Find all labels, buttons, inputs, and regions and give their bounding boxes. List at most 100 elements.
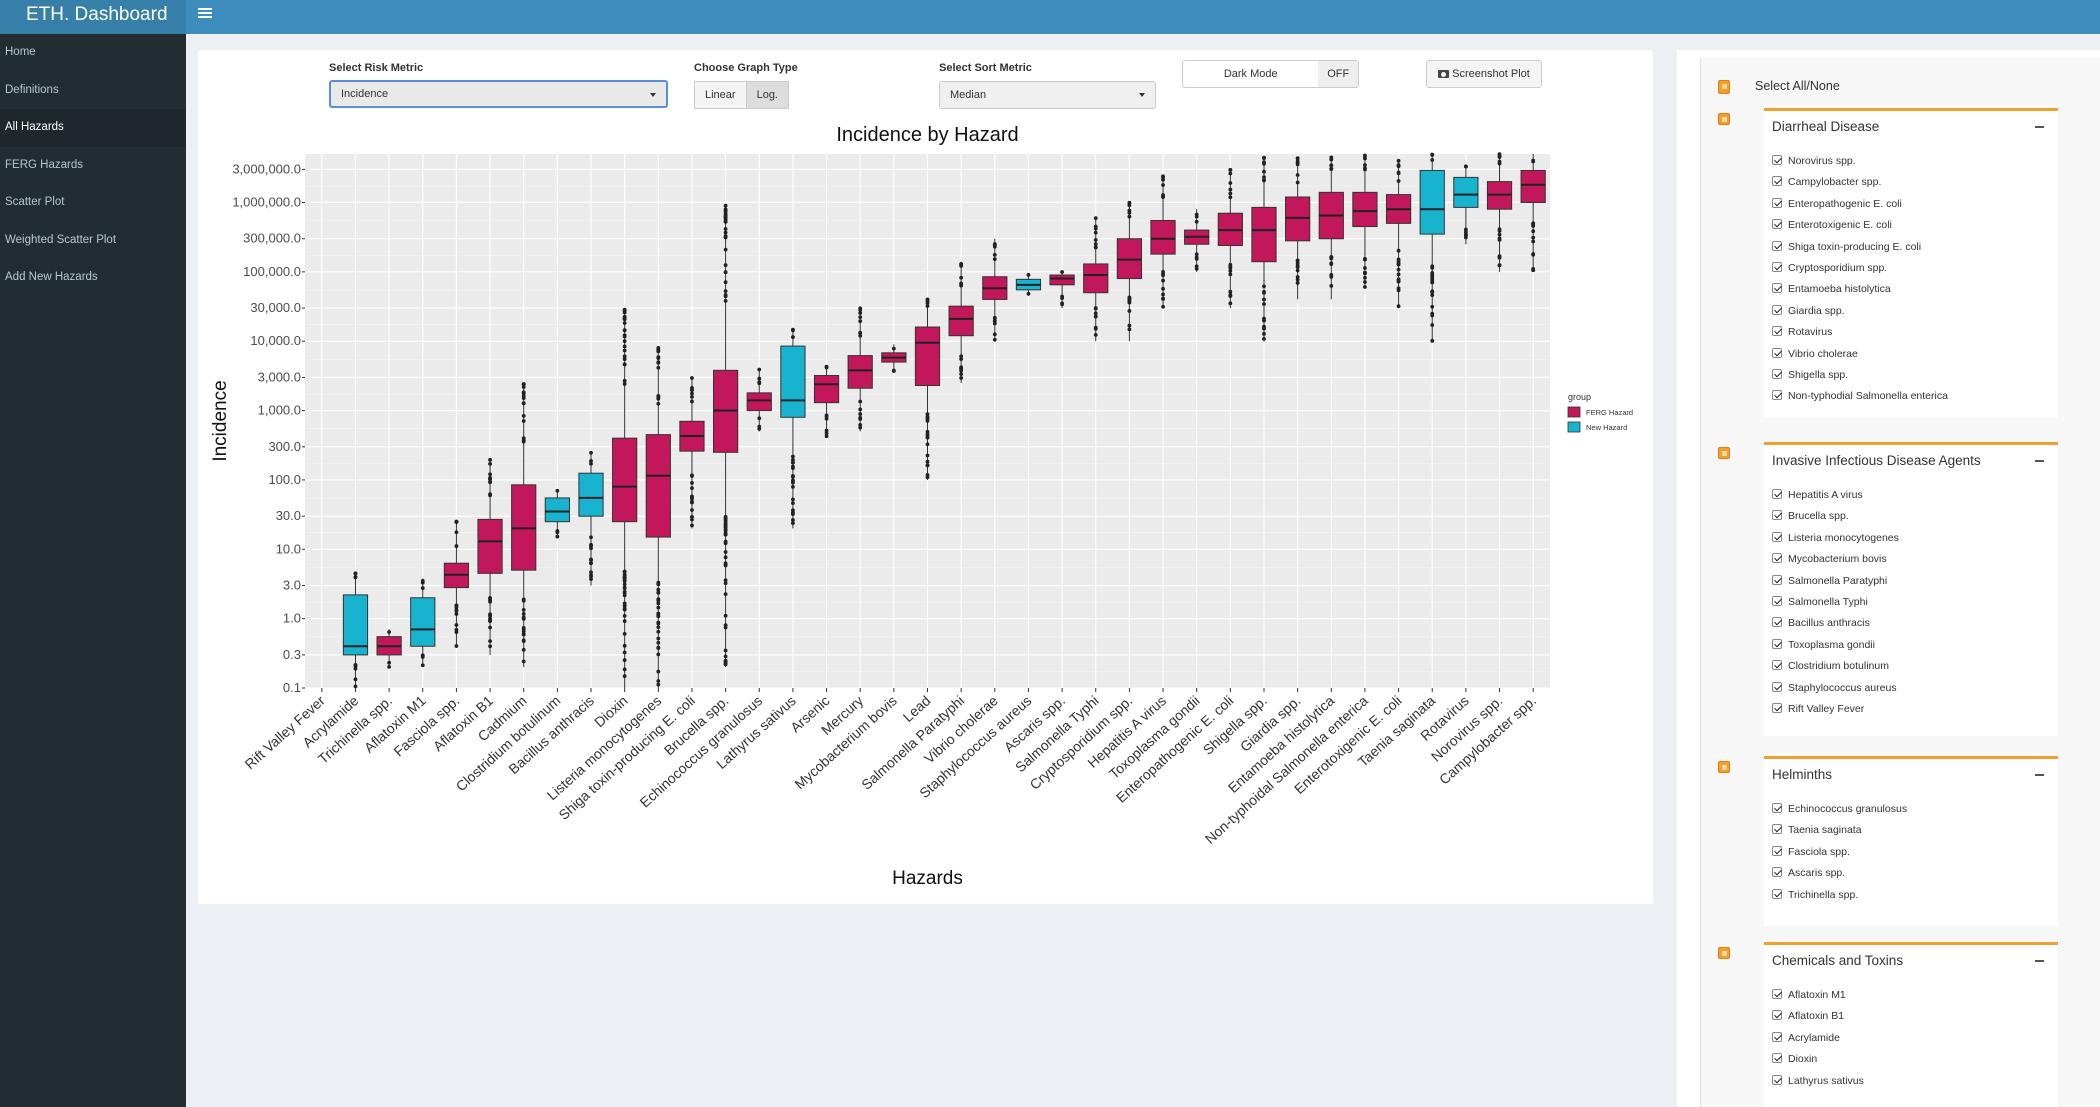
collapse-icon[interactable] <box>2035 126 2044 128</box>
sort-metric-select[interactable]: Median <box>939 81 1156 109</box>
filter-checkbox-item[interactable]: Toxoplasma gondii <box>1772 639 1875 653</box>
checkbox[interactable] <box>1772 532 1782 542</box>
filter-checkbox-item[interactable]: Shigella spp. <box>1772 369 1848 383</box>
checkbox[interactable] <box>1772 846 1782 856</box>
filter-checkbox-item[interactable]: Non-typhodial Salmonella enterica <box>1772 390 1948 404</box>
checkbox[interactable] <box>1772 703 1782 713</box>
checkbox[interactable] <box>1772 155 1782 165</box>
checkbox[interactable] <box>1772 219 1782 229</box>
outlier-point <box>791 485 795 489</box>
select-all-checkbox[interactable] <box>1718 80 1730 94</box>
filter-checkbox-item[interactable]: Staphylococcus aureus <box>1772 682 1897 696</box>
sidebar-item-definitions[interactable]: Definitions <box>0 72 186 110</box>
filter-checkbox-item[interactable]: Ascaris spp. <box>1772 867 1845 881</box>
filter-checkbox-item[interactable]: Salmonella Typhi <box>1772 596 1868 610</box>
checkbox[interactable] <box>1772 262 1782 272</box>
checkbox[interactable] <box>1772 241 1782 251</box>
checkbox[interactable] <box>1772 390 1782 400</box>
filter-checkbox-item[interactable]: Taenia saginata <box>1772 824 1862 838</box>
filter-checkbox-item[interactable]: Campylobacter spp. <box>1772 176 1881 190</box>
filter-checkbox-item[interactable]: Bacillus anthracis <box>1772 617 1870 631</box>
filter-checkbox-item[interactable]: Aflatoxin B1 <box>1772 1010 1844 1024</box>
outlier-point <box>656 581 660 585</box>
collapse-icon[interactable] <box>2035 460 2044 462</box>
screenshot-button[interactable]: Screenshot Plot <box>1426 60 1542 88</box>
log-button[interactable]: Log. <box>747 81 789 109</box>
filter-checkbox-item[interactable]: Brucella spp. <box>1772 510 1849 524</box>
sidebar-item-weighted-scatter-plot[interactable]: Weighted Scatter Plot <box>0 222 186 260</box>
filter-checkbox-item[interactable]: Fasciola spp. <box>1772 846 1850 860</box>
checkbox[interactable] <box>1772 803 1782 813</box>
checkbox[interactable] <box>1772 326 1782 336</box>
checkbox[interactable] <box>1772 867 1782 877</box>
checkbox[interactable] <box>1772 617 1782 627</box>
group-checkbox[interactable] <box>1718 113 1730 125</box>
checkbox[interactable] <box>1772 553 1782 563</box>
outlier-point <box>825 365 829 369</box>
checkbox[interactable] <box>1772 1032 1782 1042</box>
brand-logo[interactable]: ETH. Dashboard <box>0 0 186 34</box>
sidebar-item-all-hazards[interactable]: All Hazards <box>0 109 186 147</box>
checkbox[interactable] <box>1772 889 1782 899</box>
checkbox[interactable] <box>1772 639 1782 649</box>
checkbox[interactable] <box>1772 824 1782 834</box>
filter-checkbox-item[interactable]: Acrylamide <box>1772 1032 1840 1046</box>
checkbox[interactable] <box>1772 348 1782 358</box>
filter-checkbox-item[interactable]: Giardia spp. <box>1772 305 1845 319</box>
checkbox[interactable] <box>1772 176 1782 186</box>
risk-metric-select[interactable]: Incidence <box>329 80 668 108</box>
filter-checkbox-item[interactable]: Clostridium botulinum <box>1772 660 1889 674</box>
dark-mode-toggle[interactable]: Dark Mode OFF <box>1182 60 1359 88</box>
incidence-boxplot: Incidence by Hazard0.10.31.03.010.030.01… <box>198 120 1653 904</box>
group-checkbox[interactable] <box>1718 947 1730 959</box>
filter-checkbox-item[interactable]: Listeria monocytogenes <box>1772 532 1899 546</box>
sidebar-item-ferg-hazards[interactable]: FERG Hazards <box>0 147 186 185</box>
outlier-point <box>791 335 795 339</box>
checkbox[interactable] <box>1772 283 1782 293</box>
filter-checkbox-item[interactable]: Shiga toxin-producing E. coli <box>1772 241 1921 255</box>
filter-checkbox-item[interactable]: Hepatitis A virus <box>1772 489 1863 503</box>
filter-checkbox-item[interactable]: Dioxin <box>1772 1053 1817 1067</box>
outlier-point <box>791 481 795 485</box>
checkbox[interactable] <box>1772 596 1782 606</box>
checkbox[interactable] <box>1772 1053 1782 1063</box>
hamburger-icon[interactable] <box>198 6 212 20</box>
checkbox[interactable] <box>1772 682 1782 692</box>
filter-checkbox-item[interactable]: Norovirus spp. <box>1772 155 1856 169</box>
sidebar-item-home[interactable]: Home <box>0 34 186 72</box>
filter-checkbox-item[interactable]: Trichinella spp. <box>1772 889 1858 903</box>
checkbox[interactable] <box>1772 369 1782 379</box>
checkbox[interactable] <box>1772 198 1782 208</box>
group-checkbox[interactable] <box>1718 447 1730 459</box>
filter-checkbox-item[interactable]: Enteropathogenic E. coli <box>1772 198 1902 212</box>
checkbox[interactable] <box>1772 510 1782 520</box>
box-body <box>848 356 872 389</box>
filter-checkbox-item[interactable]: Rotavirus <box>1772 326 1832 340</box>
filter-checkbox-item[interactable]: Salmonella Paratyphi <box>1772 575 1887 589</box>
checkbox[interactable] <box>1772 575 1782 585</box>
filter-checkbox-item[interactable]: Echinococcus granulosus <box>1772 803 1907 817</box>
filter-checkbox-item[interactable]: Aflatoxin M1 <box>1772 989 1846 1003</box>
filter-checkbox-item[interactable]: Entamoeba histolytica <box>1772 283 1891 297</box>
checkbox[interactable] <box>1772 989 1782 999</box>
checkbox[interactable] <box>1772 489 1782 499</box>
outlier-point <box>993 253 997 257</box>
filter-checkbox-item[interactable]: Rift Valley Fever <box>1772 703 1864 717</box>
filter-checkbox-item[interactable]: Lathyrus sativus <box>1772 1075 1864 1089</box>
sidebar-item-add-new-hazards[interactable]: Add New Hazards <box>0 259 186 297</box>
checkbox[interactable] <box>1772 660 1782 670</box>
collapse-icon[interactable] <box>2035 960 2044 962</box>
collapse-icon[interactable] <box>2035 774 2044 776</box>
group-checkbox[interactable] <box>1718 761 1730 773</box>
checkbox[interactable] <box>1772 1075 1782 1085</box>
checkbox[interactable] <box>1772 305 1782 315</box>
outlier-point <box>1363 276 1367 280</box>
sidebar-item-scatter-plot[interactable]: Scatter Plot <box>0 184 186 222</box>
filter-checkbox-item[interactable]: Mycobacterium bovis <box>1772 553 1887 567</box>
checkbox[interactable] <box>1772 1010 1782 1020</box>
outlier-point <box>589 543 593 547</box>
filter-checkbox-item[interactable]: Vibrio cholerae <box>1772 348 1858 362</box>
filter-checkbox-item[interactable]: Enterotoxigenic E. coli <box>1772 219 1892 233</box>
filter-checkbox-item[interactable]: Cryptosporidium spp. <box>1772 262 1887 276</box>
linear-button[interactable]: Linear <box>694 81 747 109</box>
